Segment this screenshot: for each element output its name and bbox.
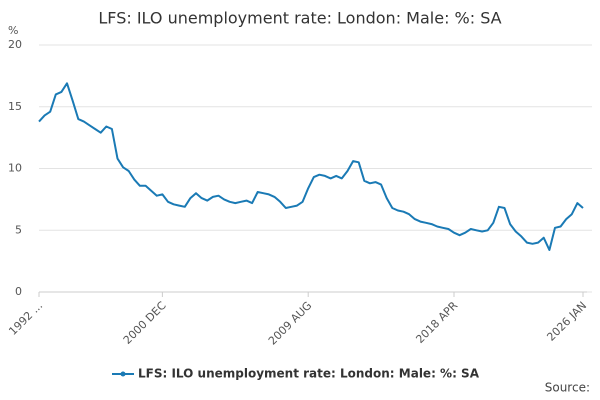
y-tick-label: 5: [15, 223, 22, 236]
x-tick-label: 2000 DEC: [121, 299, 169, 347]
source: Source:: [545, 381, 590, 395]
y-axis-label: %: [8, 24, 18, 37]
y-tick-label: 15: [8, 100, 22, 113]
legend-marker: [120, 371, 126, 377]
x-tick-label: 2018 APR: [413, 299, 460, 346]
y-tick-label: 20: [8, 38, 22, 51]
y-tick-label: 0: [15, 285, 22, 298]
x-tick-label: 2026 JAN: [544, 299, 589, 344]
chart-title: LFS: ILO unemployment rate: London: Male…: [98, 9, 501, 28]
x-tick-label: 1992 ...: [6, 299, 45, 338]
x-tick-label: 2009 AUG: [266, 299, 315, 348]
series-line: [38, 82, 584, 251]
y-tick-label: 10: [8, 162, 22, 175]
legend-label: LFS: ILO unemployment rate: London: Male…: [138, 367, 480, 381]
